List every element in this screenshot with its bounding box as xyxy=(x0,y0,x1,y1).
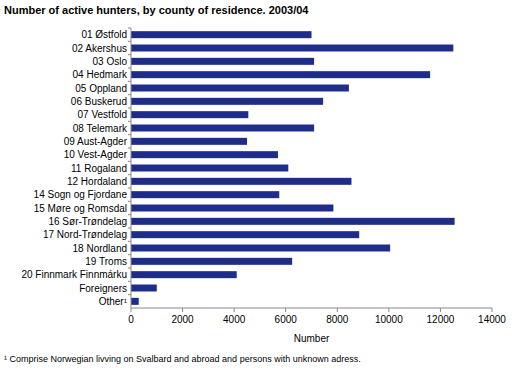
x-tick-label: 8000 xyxy=(326,314,349,325)
bar xyxy=(131,191,279,198)
category-label: 06 Buskerud xyxy=(71,96,127,107)
x-tick xyxy=(182,308,183,312)
bar xyxy=(131,58,314,65)
bar xyxy=(131,98,323,105)
y-axis-line xyxy=(131,28,132,308)
category-label: 08 Telemark xyxy=(73,123,128,134)
category-label: 18 Nordland xyxy=(73,243,127,254)
bar xyxy=(131,178,351,185)
bar xyxy=(131,151,278,158)
bars xyxy=(131,31,455,305)
bar xyxy=(131,125,314,132)
x-tick xyxy=(337,308,338,312)
bar xyxy=(131,258,292,265)
x-tick-label: 12000 xyxy=(427,314,455,325)
bar xyxy=(131,85,349,92)
bar xyxy=(131,271,237,278)
category-label: 12 Hordaland xyxy=(67,176,127,187)
bar xyxy=(131,31,312,38)
x-tick xyxy=(131,308,132,312)
x-tick xyxy=(285,308,286,312)
category-label: 01 Østfold xyxy=(81,29,127,40)
category-label: Other¹ xyxy=(99,296,128,307)
bar xyxy=(131,165,288,172)
category-label: Foreigners xyxy=(79,283,127,294)
x-tick-label: 0 xyxy=(128,314,134,325)
category-label: 15 Møre og Romsdal xyxy=(34,203,127,214)
x-axis-label: Number xyxy=(294,333,330,344)
category-label: 05 Oppland xyxy=(75,83,127,94)
x-tick-label: 14000 xyxy=(478,314,506,325)
category-label: 09 Aust-Agder xyxy=(64,136,128,147)
category-label: 20 Finnmark Finnmárku xyxy=(21,269,127,280)
bar xyxy=(131,45,453,52)
category-label: 16 Sør-Trøndelag xyxy=(48,216,127,227)
x-tick-label: 6000 xyxy=(275,314,298,325)
title: Number of active hunters, by county of r… xyxy=(4,4,309,16)
x-axis-line xyxy=(131,308,492,309)
bar xyxy=(131,285,157,292)
footnote: ¹ Comprise Norwegian livving on Svalbard… xyxy=(4,354,361,364)
category-label: 02 Akershus xyxy=(72,43,127,54)
bar xyxy=(131,205,333,212)
category-label: 17 Nord-Trøndelag xyxy=(43,229,127,240)
x-tick xyxy=(440,308,441,312)
x-tick xyxy=(492,308,493,312)
x-tick xyxy=(388,308,389,312)
bar xyxy=(131,111,248,118)
bar xyxy=(131,231,359,238)
bar xyxy=(131,71,430,78)
bar xyxy=(131,298,139,305)
x-tick-label: 10000 xyxy=(375,314,403,325)
category-label: 11 Rogaland xyxy=(71,163,127,174)
category-label: 03 Oslo xyxy=(93,56,128,67)
category-label: 04 Hedmark xyxy=(73,69,128,80)
x-tick-label: 2000 xyxy=(171,314,194,325)
category-label: 07 Vestfold xyxy=(78,109,127,120)
category-label: 19 Troms xyxy=(85,256,127,267)
x-tick-label: 4000 xyxy=(223,314,246,325)
bar xyxy=(131,245,390,252)
category-label: 14 Sogn og Fjordane xyxy=(34,189,128,200)
bar xyxy=(131,218,455,225)
x-tick xyxy=(234,308,235,312)
bar xyxy=(131,138,247,145)
category-label: 10 Vest-Agder xyxy=(64,149,128,160)
